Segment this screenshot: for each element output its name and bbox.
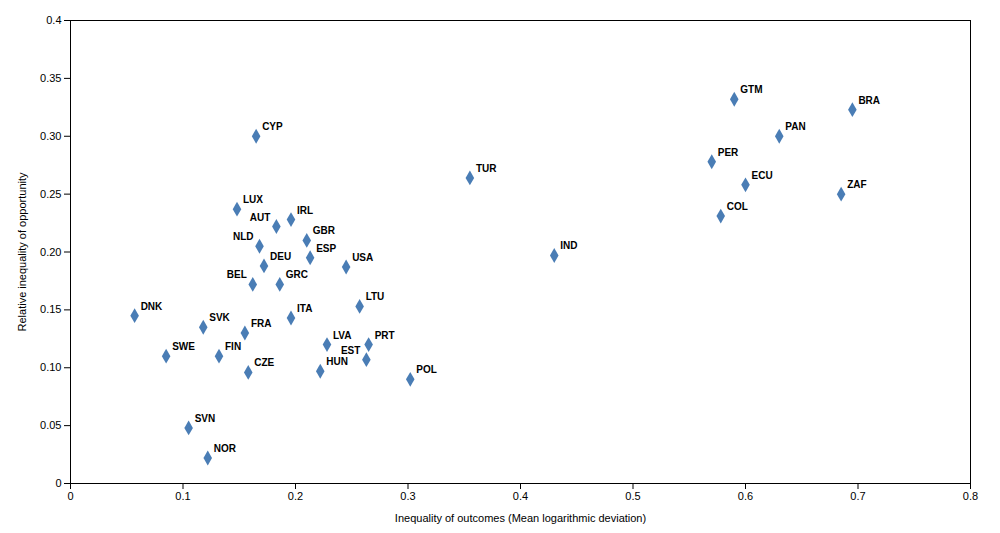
svg-text:SVK: SVK	[209, 312, 230, 323]
svg-text:0.3: 0.3	[400, 490, 415, 502]
svg-text:COL: COL	[727, 201, 748, 212]
svg-text:BEL: BEL	[227, 269, 247, 280]
svg-text:0.7: 0.7	[850, 490, 865, 502]
svg-text:0.20: 0.20	[40, 246, 61, 258]
svg-text:NOR: NOR	[214, 443, 237, 454]
svg-text:TUR: TUR	[476, 163, 497, 174]
svg-text:0.30: 0.30	[40, 130, 61, 142]
svg-text:0.4: 0.4	[513, 490, 528, 502]
svg-text:GBR: GBR	[313, 225, 336, 236]
svg-text:LVA: LVA	[333, 330, 352, 341]
svg-text:0: 0	[67, 490, 73, 502]
svg-text:CZE: CZE	[254, 357, 274, 368]
svg-text:0.10: 0.10	[40, 361, 61, 373]
svg-text:LUX: LUX	[243, 194, 263, 205]
svg-text:0.4: 0.4	[46, 14, 61, 26]
svg-text:Inequality of outcomes (Mean l: Inequality of outcomes (Mean logarithmic…	[395, 512, 646, 524]
svg-text:0: 0	[55, 477, 61, 489]
svg-text:0.1: 0.1	[175, 490, 190, 502]
svg-text:AUT: AUT	[250, 212, 271, 223]
svg-text:GTM: GTM	[740, 84, 762, 95]
svg-text:ZAF: ZAF	[847, 179, 866, 190]
svg-text:FRA: FRA	[251, 318, 272, 329]
svg-text:PAN: PAN	[785, 121, 805, 132]
svg-text:DNK: DNK	[141, 301, 163, 312]
svg-text:GRC: GRC	[286, 269, 308, 280]
svg-text:0.05: 0.05	[40, 419, 61, 431]
svg-text:0.5: 0.5	[625, 490, 640, 502]
svg-text:SVN: SVN	[195, 413, 216, 424]
svg-text:ITA: ITA	[297, 303, 312, 314]
svg-text:DEU: DEU	[270, 251, 291, 262]
svg-text:0.8: 0.8	[963, 490, 978, 502]
svg-text:HUN: HUN	[326, 356, 348, 367]
svg-text:POL: POL	[416, 364, 437, 375]
svg-text:NLD: NLD	[233, 231, 254, 242]
svg-text:ESP: ESP	[316, 243, 336, 254]
svg-text:USA: USA	[352, 252, 373, 263]
svg-text:SWE: SWE	[172, 341, 195, 352]
svg-text:ECU: ECU	[752, 170, 773, 181]
svg-text:0.15: 0.15	[40, 303, 61, 315]
svg-text:IND: IND	[560, 240, 577, 251]
svg-text:CYP: CYP	[262, 121, 283, 132]
svg-text:IRL: IRL	[297, 205, 313, 216]
svg-text:Relative inequality of opportu: Relative inequality of opportunity	[16, 172, 28, 331]
svg-text:PER: PER	[718, 147, 739, 158]
svg-text:0.2: 0.2	[288, 490, 303, 502]
svg-text:EST: EST	[341, 345, 360, 356]
svg-text:BRA: BRA	[858, 95, 880, 106]
svg-text:LTU: LTU	[366, 291, 385, 302]
svg-text:FIN: FIN	[225, 341, 241, 352]
svg-text:0.25: 0.25	[40, 188, 61, 200]
svg-text:PRT: PRT	[375, 330, 395, 341]
svg-text:0.35: 0.35	[40, 72, 61, 84]
svg-text:0.6: 0.6	[738, 490, 753, 502]
